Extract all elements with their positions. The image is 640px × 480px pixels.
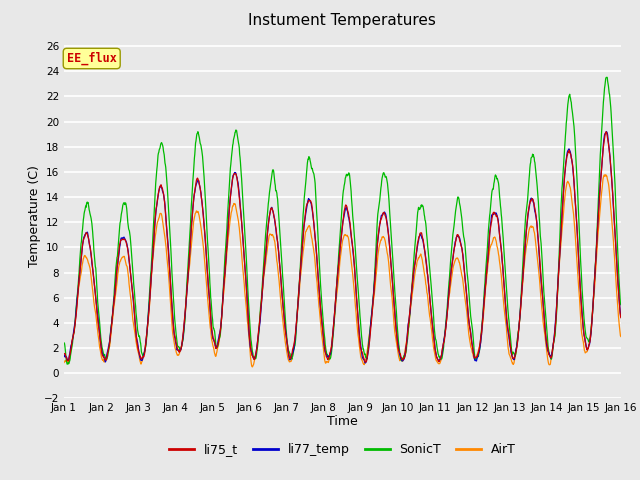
Text: EE_flux: EE_flux [67, 52, 116, 65]
Y-axis label: Temperature (C): Temperature (C) [28, 165, 41, 267]
X-axis label: Time: Time [327, 415, 358, 428]
Title: Instument Temperatures: Instument Temperatures [248, 13, 436, 28]
Legend: li75_t, li77_temp, SonicT, AirT: li75_t, li77_temp, SonicT, AirT [164, 438, 521, 461]
